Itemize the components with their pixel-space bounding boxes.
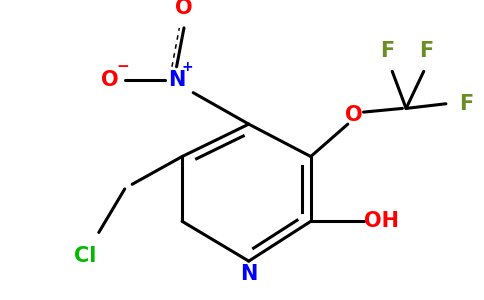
Text: Cl: Cl [74, 246, 96, 266]
Text: +: + [182, 60, 194, 74]
Text: OH: OH [363, 211, 399, 231]
Text: O: O [175, 0, 193, 17]
Text: O: O [346, 105, 363, 125]
Text: F: F [419, 41, 434, 61]
Text: −: − [117, 59, 129, 74]
Text: O: O [101, 70, 119, 90]
Text: F: F [380, 41, 395, 61]
Text: F: F [459, 94, 473, 114]
Text: N: N [240, 264, 257, 284]
Text: N: N [168, 70, 185, 90]
